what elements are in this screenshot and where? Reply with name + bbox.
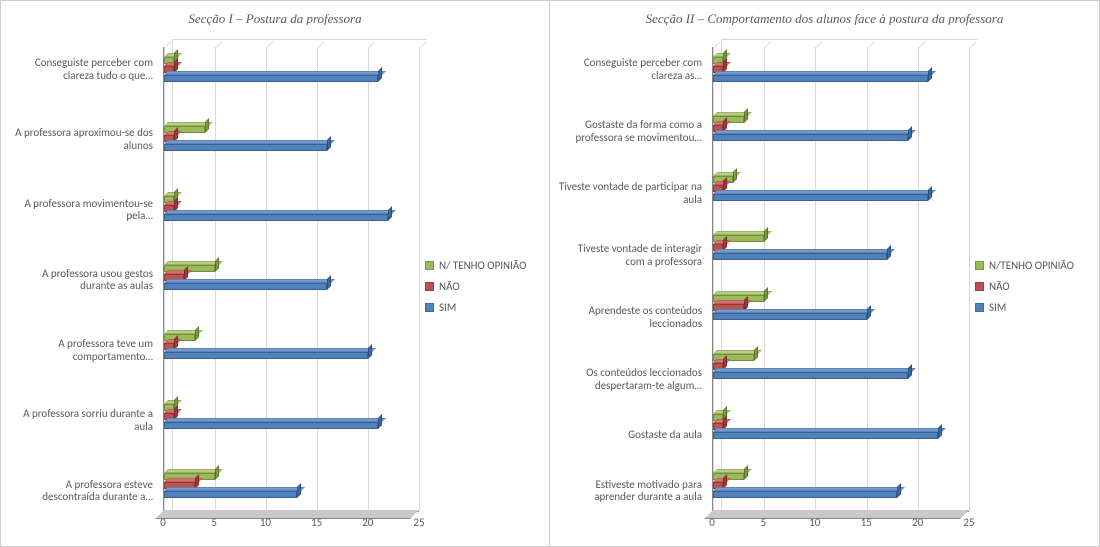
bar-group — [713, 354, 969, 382]
category-label: Conseguiste perceber com clareza as… — [558, 57, 708, 82]
bar-yes — [713, 491, 897, 498]
legend-label: SIM — [439, 301, 456, 314]
x-tick-label: 10 — [809, 516, 820, 529]
category-label: Os conteúdos leccionados despertaram-te … — [558, 367, 708, 392]
legend-item-no_opinion: N/TENHO OPINIÃO — [975, 259, 1095, 272]
bar-groups — [713, 57, 969, 501]
category-label: Aprendeste os conteúdos leccionados — [558, 305, 708, 330]
legend-label: N/ TENHO OPINIÃO — [439, 259, 526, 272]
x-tick-label: 5 — [211, 516, 217, 529]
category-label: Gostaste da forma como a professora se m… — [558, 119, 708, 144]
bar-yes — [164, 144, 327, 151]
chart2-panel: Secção II – Comportamento dos alunos fac… — [550, 0, 1100, 547]
gridline — [969, 47, 970, 511]
gridline — [419, 47, 420, 511]
chart2-title: Secção II – Comportamento dos alunos fac… — [554, 11, 1095, 25]
legend-item-no_opinion: N/ TENHO OPINIÃO — [425, 259, 545, 272]
x-tick-label: 15 — [311, 516, 322, 529]
plot-area — [712, 47, 969, 512]
bar-yes — [164, 75, 378, 82]
bar-yes — [713, 432, 938, 439]
category-label: A professora aproximou-se dos alunos — [9, 127, 159, 152]
category-label: A professora usou gestos durante as aula… — [9, 268, 159, 293]
bar-group — [713, 116, 969, 144]
category-label: Tiveste vontade de participar na aula — [558, 181, 708, 206]
bar-group — [713, 473, 969, 501]
chart1-title: Secção I – Postura da professora — [5, 11, 545, 25]
legend-item-yes: SIM — [425, 301, 545, 314]
bar-group — [164, 334, 419, 362]
chart1-chart: Conseguiste perceber com clareza tudo o … — [5, 31, 545, 542]
bar-yes — [713, 75, 928, 82]
bar-group — [713, 57, 969, 85]
bar-group — [164, 265, 419, 293]
category-label: Conseguiste perceber com clareza tudo o … — [9, 57, 159, 82]
bar-group — [713, 235, 969, 263]
bar-yes — [164, 283, 327, 290]
category-label: A professora movimentou-se pela… — [9, 198, 159, 223]
category-label: Gostaste da aula — [558, 429, 708, 442]
bar-group — [713, 176, 969, 204]
bar-group — [164, 473, 419, 501]
x-tick-label: 0 — [160, 516, 166, 529]
x-tick-label: 5 — [761, 516, 767, 529]
x-tick-label: 15 — [861, 516, 872, 529]
x-tick-label: 25 — [413, 516, 424, 529]
category-label: Estiveste motivado para aprender durante… — [558, 479, 708, 504]
x-tick-label: 20 — [362, 516, 373, 529]
bar-group — [713, 295, 969, 323]
bar-yes — [713, 194, 928, 201]
plot: 0510152025 — [163, 39, 419, 534]
bar-yes — [713, 134, 908, 141]
bar-yes — [713, 372, 908, 379]
category-label: Tiveste vontade de interagir com a profe… — [558, 243, 708, 268]
legend-item-no: NÃO — [975, 280, 1095, 293]
plot-area — [163, 47, 419, 512]
legend-label: NÃO — [439, 280, 460, 293]
x-tick-label: 0 — [709, 516, 715, 529]
x-axis: 0510152025 — [163, 512, 419, 534]
category-label: A professora sorriu durante a aula — [9, 408, 159, 433]
legend-label: NÃO — [989, 280, 1010, 293]
bar-group — [164, 126, 419, 154]
legend-item-yes: SIM — [975, 301, 1095, 314]
chart2-chart: Conseguiste perceber com clareza as… Gost… — [554, 31, 1095, 542]
bar-yes — [713, 313, 867, 320]
bar-group — [164, 57, 419, 85]
x-tick-label: 10 — [260, 516, 271, 529]
category-label: A professora teve um comportamento… — [9, 338, 159, 363]
category-labels: Conseguiste perceber com clareza tudo o … — [5, 39, 163, 534]
legend: N/ TENHO OPINIÃO NÃO SIM — [419, 39, 545, 534]
chart1-panel: Secção I – Postura da professora Consegui… — [0, 0, 550, 547]
bar-groups — [164, 57, 419, 501]
bar-group — [164, 404, 419, 432]
page: Secção I – Postura da professora Consegui… — [0, 0, 1100, 547]
x-tick-label: 25 — [963, 516, 974, 529]
bar-yes — [164, 214, 388, 221]
legend-item-no: NÃO — [425, 280, 545, 293]
bar-yes — [713, 253, 887, 260]
category-label: A professora esteve descontraída durante… — [9, 479, 159, 504]
bar-yes — [164, 491, 297, 498]
bar-yes — [164, 352, 368, 359]
category-labels: Conseguiste perceber com clareza as… Gost… — [554, 39, 712, 534]
x-tick-label: 20 — [912, 516, 923, 529]
bar-group — [164, 196, 419, 224]
x-axis: 0510152025 — [712, 512, 969, 534]
bar-group — [713, 414, 969, 442]
legend-label: SIM — [989, 301, 1006, 314]
legend-label: N/TENHO OPINIÃO — [989, 259, 1074, 272]
legend: N/TENHO OPINIÃO NÃO SIM — [969, 39, 1095, 534]
plot: 0510152025 — [712, 39, 969, 534]
bar-yes — [164, 422, 378, 429]
